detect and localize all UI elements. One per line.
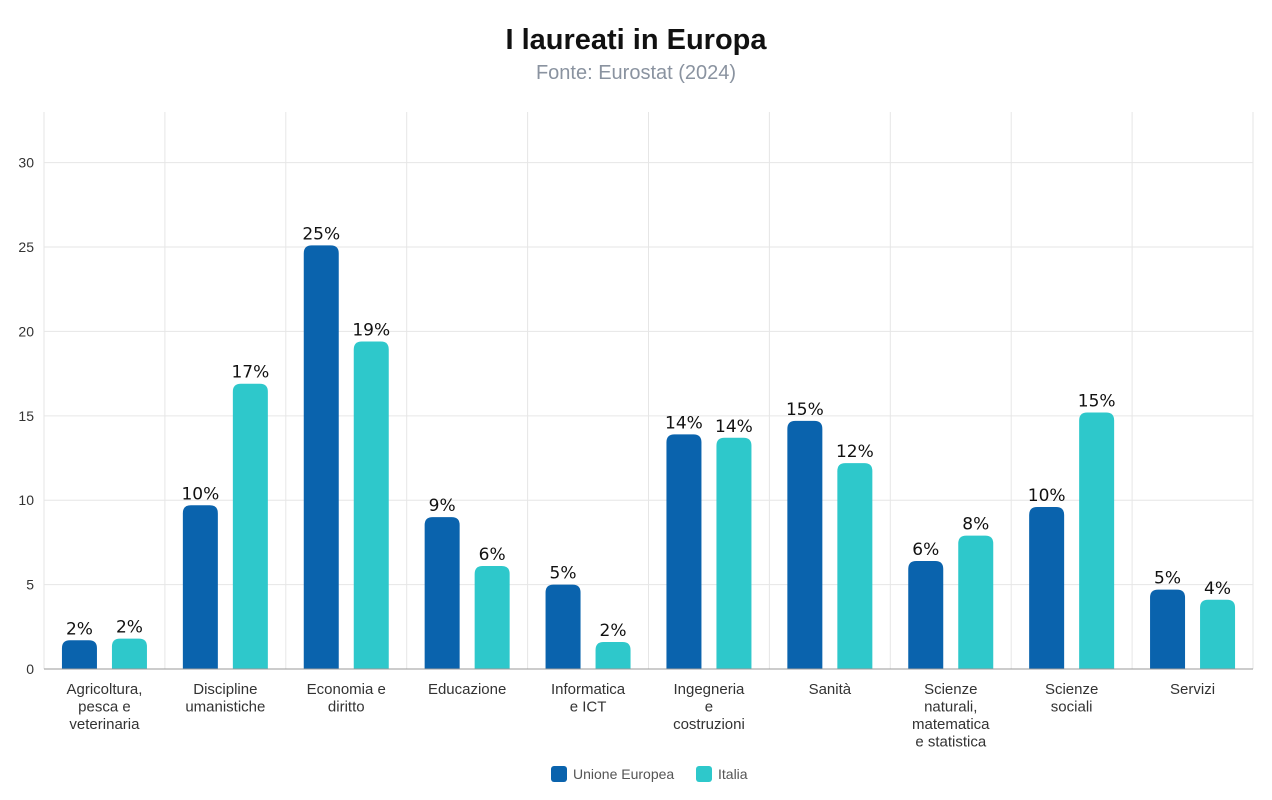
- legend-swatch: [551, 766, 567, 782]
- x-tick-label: Sanità: [809, 681, 852, 698]
- x-tick-label: Economia e diritto: [307, 681, 386, 716]
- bar-ue: [545, 584, 581, 669]
- x-tick-label: Servizi: [1170, 681, 1215, 698]
- data-label: 10%: [1028, 486, 1066, 506]
- data-label: 19%: [352, 321, 390, 341]
- data-label: 17%: [231, 363, 269, 383]
- x-tick-label-line: naturali,: [924, 699, 977, 716]
- x-tick-label-line: e: [705, 699, 713, 716]
- bar-ue: [1150, 589, 1186, 669]
- data-label: 25%: [302, 224, 340, 244]
- y-tick-label: 15: [18, 408, 34, 424]
- x-tick-label-line: veterinaria: [69, 716, 140, 733]
- legend: Unione Europea Italia: [551, 766, 748, 782]
- bars: [61, 245, 1236, 670]
- x-tick-label-line: Agricoltura,: [67, 681, 143, 698]
- bar-italia: [837, 463, 873, 669]
- data-label: 14%: [715, 417, 753, 437]
- bar-italia: [232, 383, 268, 669]
- x-tick-label-line: Servizi: [1170, 681, 1215, 698]
- data-label: 8%: [962, 515, 989, 535]
- x-tick-label-line: Discipline: [193, 681, 257, 698]
- data-label: 2%: [600, 621, 627, 641]
- x-tick-label-line: Informatica: [551, 681, 626, 698]
- x-tick-label-line: Sanità: [809, 681, 852, 698]
- x-tick-label-line: sociali: [1051, 699, 1093, 716]
- data-label: 4%: [1204, 579, 1231, 599]
- x-tick-label: Ingegneria e costruzioni: [673, 681, 745, 733]
- bar-ue: [424, 517, 460, 669]
- x-tick-label-line: Scienze: [924, 681, 977, 698]
- bar-italia: [595, 641, 631, 669]
- data-label: 12%: [836, 442, 874, 462]
- data-label: 15%: [786, 400, 824, 420]
- axes: 0 5 10 15 20 25 30 Agricoltura, pesca e veterinar…: [18, 155, 1253, 751]
- y-tick-label: 10: [18, 492, 34, 508]
- gridlines: [43, 112, 1254, 669]
- bar-italia: [716, 437, 752, 669]
- bar-ue: [666, 434, 702, 669]
- x-tick-label-line: Economia e: [307, 681, 386, 698]
- bar-ue: [182, 505, 218, 669]
- bar-ue: [908, 560, 944, 669]
- x-tick-label-line: pesca e: [78, 699, 131, 716]
- bar-italia: [958, 535, 994, 669]
- data-label: 2%: [66, 619, 93, 639]
- x-tick-label: Scienze naturali, matematica e statistica: [912, 681, 990, 751]
- x-tick-label: Scienze sociali: [1045, 681, 1098, 716]
- bar-ue: [1029, 506, 1065, 669]
- y-tick-label: 30: [18, 155, 34, 171]
- bar-ue: [61, 640, 97, 669]
- x-tick-label-line: Educazione: [428, 681, 506, 698]
- legend-label[interactable]: Unione Europea: [573, 766, 674, 782]
- x-tick-label-line: e ICT: [570, 699, 607, 716]
- x-tick-label-line: matematica: [912, 716, 990, 733]
- data-label: 14%: [665, 413, 703, 433]
- data-label: 5%: [550, 564, 577, 584]
- y-tick-label: 25: [18, 239, 34, 255]
- x-tick-label: Informatica e ICT: [551, 681, 626, 716]
- y-tick-label: 20: [18, 323, 34, 339]
- x-tick-label-line: costruzioni: [673, 716, 745, 733]
- bar-ue: [787, 420, 823, 669]
- bar-italia: [474, 566, 510, 669]
- chart-title: I laureati in Europa: [505, 24, 767, 56]
- x-tick-label-line: umanistiche: [185, 699, 265, 716]
- data-label: 10%: [181, 484, 219, 504]
- x-tick-label: Agricoltura, pesca e veterinaria: [67, 681, 143, 733]
- x-tick-label-line: Ingegneria: [673, 681, 745, 698]
- data-label: 5%: [1154, 569, 1181, 589]
- chart-subtitle: Fonte: Eurostat (2024): [535, 62, 737, 84]
- legend-swatch: [696, 766, 712, 782]
- y-tick-label: 5: [26, 577, 34, 593]
- x-tick-label: Discipline umanistiche: [185, 681, 265, 716]
- data-label: 6%: [479, 545, 506, 565]
- bar-ue: [303, 245, 339, 670]
- x-tick-label: Educazione: [428, 681, 506, 698]
- bar-italia: [353, 341, 389, 669]
- y-tick-label: 0: [26, 661, 34, 677]
- data-labels: 2% 2% 10% 17% 25% 19% 9% 6% 5% 2% 14% 14% 15% 12% 6% 8%…: [66, 224, 1231, 641]
- x-tick-label-line: e statistica: [915, 734, 987, 751]
- data-label: 6%: [912, 540, 939, 560]
- data-label: 9%: [429, 496, 456, 516]
- data-label: 2%: [116, 618, 143, 638]
- data-label: 15%: [1078, 391, 1116, 411]
- bar-italia: [1079, 412, 1115, 669]
- bar-italia: [1200, 599, 1236, 669]
- x-tick-label-line: diritto: [328, 699, 365, 716]
- legend-label[interactable]: Italia: [718, 766, 748, 782]
- bar-italia: [111, 638, 147, 669]
- x-tick-label-line: Scienze: [1045, 681, 1098, 698]
